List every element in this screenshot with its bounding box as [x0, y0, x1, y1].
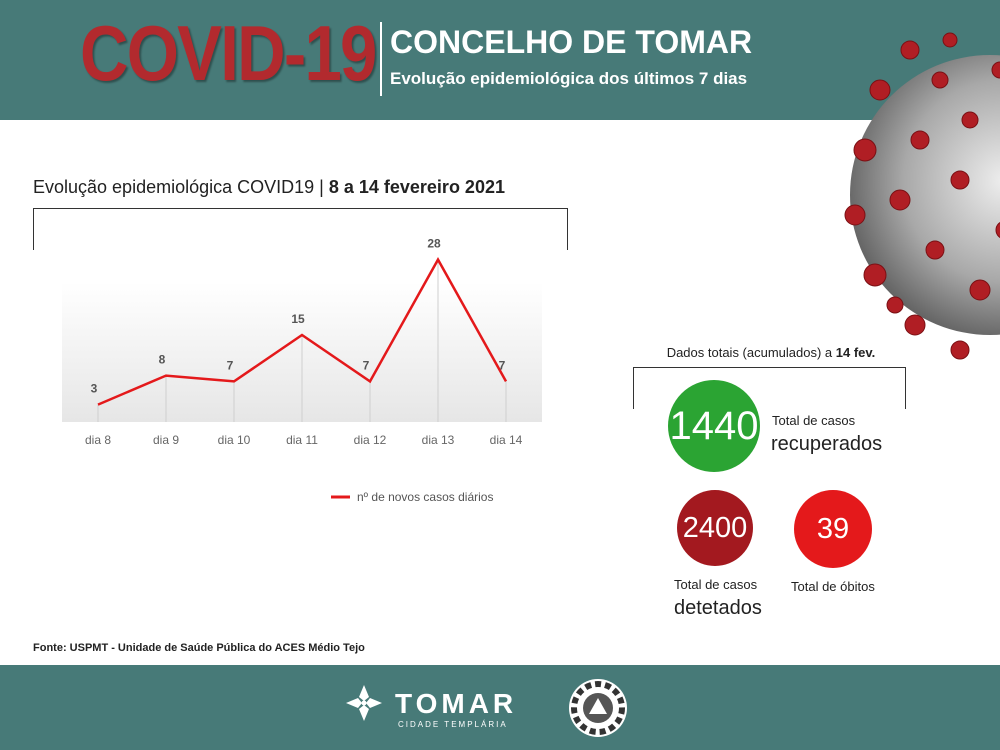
x-tick-label: dia 11 [286, 433, 318, 447]
recovered-label-big: recuperados [771, 433, 883, 455]
x-tick-label: dia 9 [153, 433, 179, 447]
data-label: 7 [227, 358, 234, 372]
header-divider [380, 22, 382, 96]
chart-title-prefix: Evolução epidemiológica COVID19 | [33, 177, 329, 197]
totals-title-date: 14 fev. [835, 345, 876, 360]
x-tick-label: dia 14 [490, 433, 523, 447]
totals-bracket [633, 367, 906, 409]
recovered-circle: 1440 [668, 380, 760, 472]
footer-tagline: CIDADE TEMPLÁRIA [398, 720, 508, 729]
chart-title: Evolução epidemiológica COVID19 | 8 a 14… [33, 178, 505, 196]
x-tick-label: dia 10 [218, 433, 251, 447]
footer-brand: TOMAR [395, 688, 518, 719]
data-label: 15 [291, 312, 305, 326]
series-line-novos-casos [97, 257, 508, 406]
chart-bracket [33, 208, 568, 250]
detected-label-big: detetados [674, 597, 762, 619]
deaths-circle: 39 [794, 490, 872, 568]
chart-title-date: 8 a 14 fevereiro 2021 [328, 177, 505, 197]
virus-illustration [844, 32, 1000, 360]
covid-title: COVID-19 [80, 9, 377, 97]
data-label: 7 [363, 358, 370, 372]
data-label: 3 [91, 382, 98, 396]
deaths-label: Total de óbitos [791, 579, 875, 594]
data-label: 28 [427, 237, 441, 251]
footer-banner [0, 665, 1000, 750]
templar-cross-icon [346, 685, 382, 721]
source-note: Fonte: USPMT - Unidade de Saúde Pública … [33, 642, 365, 654]
x-tick-label: dia 12 [354, 433, 387, 447]
totals-title: Dados totais (acumulados) a 14 fev. [636, 345, 906, 360]
x-tick-label: dia 13 [422, 433, 455, 447]
civil-protection-badge-icon [569, 679, 627, 737]
header-banner: COVID-19 CONCELHO DE TOMAR Evolução epid… [0, 0, 1000, 120]
header-subtitle: Evolução epidemiológica dos últimos 7 di… [390, 69, 748, 88]
x-tick-label: dia 8 [85, 433, 111, 447]
totals-title-prefix: Dados totais (acumulados) a [666, 345, 836, 360]
data-label: 7 [499, 358, 506, 372]
recovered-label-small: Total de casos [772, 413, 856, 428]
header-main-title: CONCELHO DE TOMAR [390, 24, 753, 60]
detected-label-small: Total de casos [674, 577, 758, 592]
detected-circle: 2400 [677, 490, 753, 566]
legend-label: nº de novos casos diários [357, 490, 493, 504]
data-label: 8 [159, 353, 166, 367]
